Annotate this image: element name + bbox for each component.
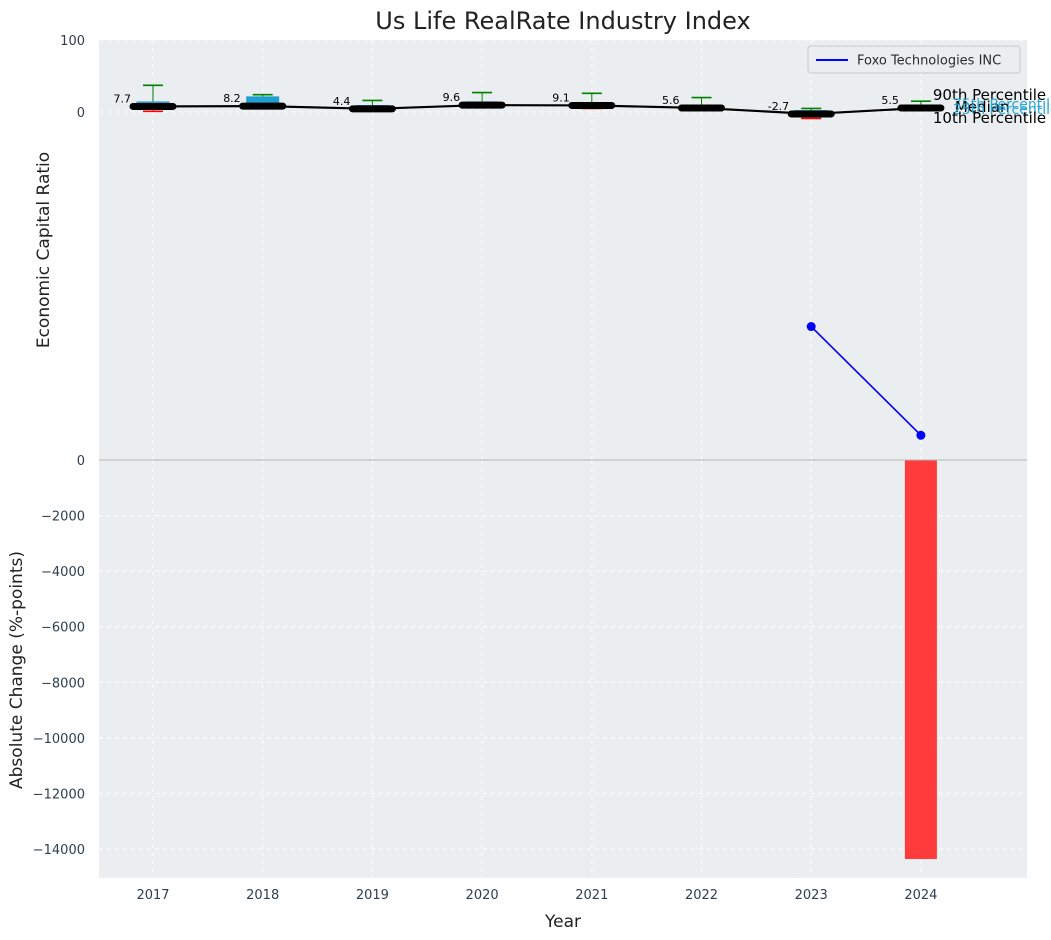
change-bars <box>904 460 937 860</box>
x-tick-label: 2018 <box>246 888 279 903</box>
median-trend <box>152 103 921 116</box>
percentile-label: 25th Percentile <box>953 102 1051 118</box>
bottom-y-tick-label: −2000 <box>41 510 85 525</box>
x-tick-label: 2024 <box>904 888 937 903</box>
percentile-label: 90th Percentile <box>933 86 1046 104</box>
median-value-label: 7.7 <box>114 92 132 105</box>
median-value-label: 4.4 <box>333 95 351 108</box>
bottom-y-ticks: 0 −2000 −4000 −6000 −8000 −10000 −12000 −14000 <box>33 454 85 858</box>
bottom-y-tick-label: −6000 <box>41 621 85 636</box>
percentile-label: 10th Percentile <box>933 109 1046 127</box>
median-labels: 7.7 8.2 4.4 9.6 9.1 5.6 -2.7 5.5 <box>114 91 899 113</box>
bottom-grid <box>99 460 1027 878</box>
median-line <box>152 103 921 116</box>
top-panel: 100 0 7.7 8.2 4.4 9.6 9.1 5.6 -2.7 5.5 90th Perc… <box>34 7 1051 460</box>
bottom-y-tick-label: −12000 <box>33 787 85 802</box>
x-tick-label: 2021 <box>575 888 608 903</box>
foxo-series <box>806 322 926 440</box>
legend-box <box>807 45 1021 74</box>
bottom-y-tick-label: 0 <box>77 454 85 469</box>
top-y-tick-label: 100 <box>60 34 85 49</box>
legend-label: Foxo Technologies INC <box>857 54 1001 69</box>
bottom-y-tick-label: −8000 <box>41 676 85 691</box>
top-y-axis-title: Economic Capital Ratio <box>34 152 54 348</box>
median-value-label: 9.6 <box>443 91 461 104</box>
bottom-y-tick-label: −10000 <box>33 732 85 747</box>
legend: Foxo Technologies INC <box>807 45 1021 74</box>
x-tick-label: 2022 <box>685 888 718 903</box>
bottom-plot-area <box>99 460 1027 878</box>
foxo-line <box>810 325 922 436</box>
bottom-y-axis-title: Absolute Change (%-points) <box>7 551 27 789</box>
median-value-label: 9.1 <box>552 91 570 104</box>
top-y-tick-label: 0 <box>77 106 85 121</box>
x-tick-label: 2017 <box>136 888 169 903</box>
bottom-y-tick-label: −14000 <box>33 843 85 858</box>
foxo-point <box>916 430 926 440</box>
x-tick-label: 2019 <box>356 888 389 903</box>
top-grid <box>99 39 1027 460</box>
median-value-label: 5.5 <box>881 94 899 107</box>
change-bar <box>904 460 937 860</box>
median-value-label: 5.6 <box>662 94 680 107</box>
x-tick-label: 2020 <box>466 888 499 903</box>
percentile-label: 75th Percentile <box>953 97 1051 113</box>
median-value-label: -2.7 <box>768 100 789 113</box>
median-value-label: 8.2 <box>223 92 241 105</box>
bottom-y-tick-label: −4000 <box>41 565 85 580</box>
x-ticks: 2017 2018 2019 2020 2021 2022 2023 2024 <box>136 888 937 903</box>
bottom-panel: 0−2000−4000−6000−8000−10000−12000−14000 … <box>7 454 1027 932</box>
x-axis-title: Year <box>544 912 581 932</box>
top-y-ticks: 100 0 <box>60 34 85 121</box>
foxo-point <box>806 322 816 332</box>
percentile-label: Median <box>955 98 1010 116</box>
x-tick-label: 2023 <box>795 888 828 903</box>
chart-title: Us Life RealRate Industry Index <box>375 7 750 35</box>
